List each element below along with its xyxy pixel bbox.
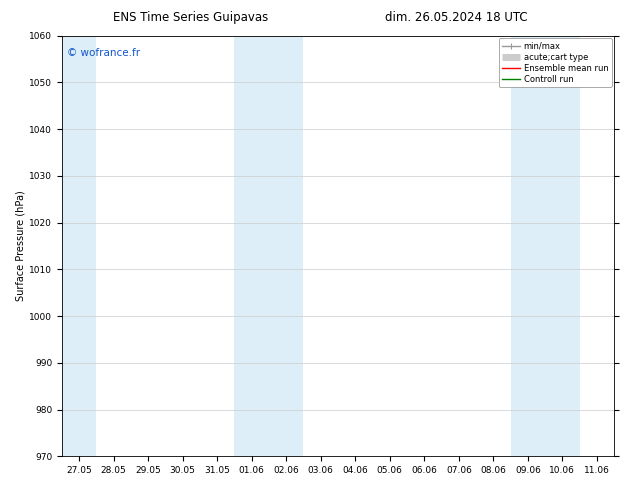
Y-axis label: Surface Pressure (hPa): Surface Pressure (hPa)	[15, 191, 25, 301]
Legend: min/max, acute;cart type, Ensemble mean run, Controll run: min/max, acute;cart type, Ensemble mean …	[498, 38, 612, 87]
Bar	[510, 36, 579, 456]
Text: © wofrance.fr: © wofrance.fr	[67, 49, 141, 58]
Text: dim. 26.05.2024 18 UTC: dim. 26.05.2024 18 UTC	[385, 11, 527, 24]
Bar	[235, 36, 304, 456]
Bar	[62, 36, 96, 456]
Text: ENS Time Series Guipavas: ENS Time Series Guipavas	[113, 11, 268, 24]
